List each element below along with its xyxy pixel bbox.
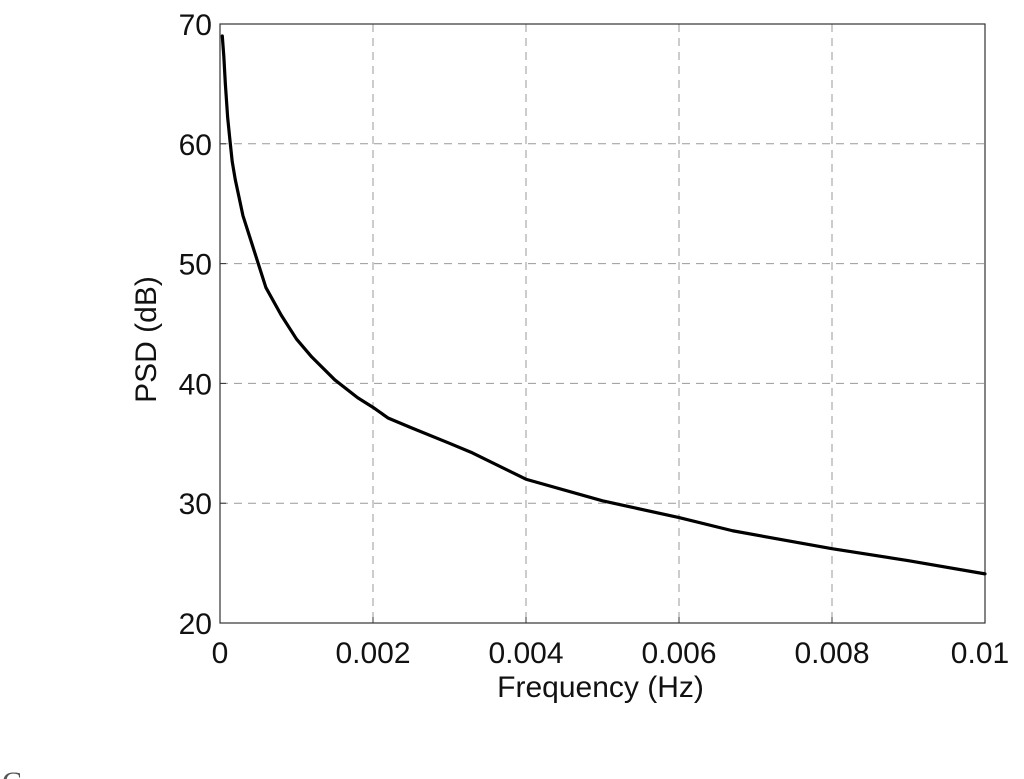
y-tick-label: 50 [179,249,212,282]
page-fragment-text: C [2,766,22,779]
x-tick-label: 0 [212,637,229,670]
x-tick-label: 0.01 [951,637,1009,670]
x-axis-label: Frequency (Hz) [497,671,704,704]
x-tick-label: 0.002 [335,637,410,670]
y-tick-label: 30 [179,488,212,521]
axis-ticks [219,23,986,624]
y-tick-label: 70 [179,9,212,42]
x-axis-tick-labels: 0 0.002 0.004 0.006 0.008 0.01 [212,637,1010,670]
grid-lines [220,24,985,623]
psd-series-line [220,34,987,576]
x-tick-label: 0.006 [641,637,716,670]
y-axis-label: PSD (dB) [130,276,163,403]
x-tick-label: 0.008 [794,637,869,670]
y-axis-tick-labels: 20 30 40 50 60 70 [179,9,212,641]
x-tick-label: 0.004 [488,637,563,670]
y-tick-label: 60 [179,129,212,162]
y-tick-label: 20 [179,608,212,641]
y-tick-label: 40 [179,368,212,401]
plot-frame [219,23,986,624]
